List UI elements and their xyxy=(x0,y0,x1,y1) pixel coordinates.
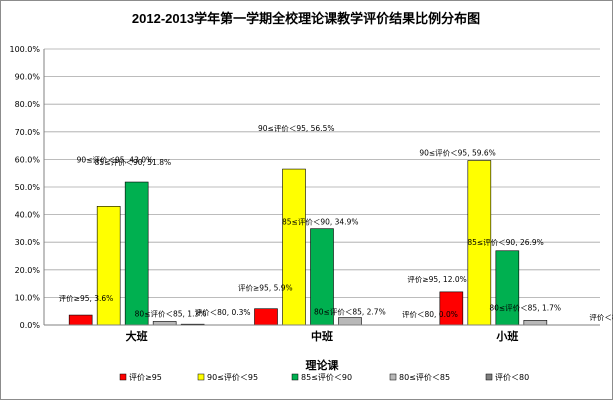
y-tick-label: 10.0% xyxy=(15,293,41,302)
legend-swatch xyxy=(291,373,299,381)
data-labels: 评价≥95, 3.6% 90≤评价＜95, 43.0%85≤评价＜90, 51.8… xyxy=(59,124,613,322)
y-tick-label: 20.0% xyxy=(15,266,41,275)
bar-2-2 xyxy=(282,168,306,326)
bar-3-3 xyxy=(495,250,520,326)
bar-1-2 xyxy=(254,308,278,326)
y-tick-label: 40.0% xyxy=(15,211,41,220)
y-tick-label: 0.0% xyxy=(20,321,41,330)
x-tick-label: 中班 xyxy=(311,329,333,343)
x-axis-title: 理论课 xyxy=(306,358,340,372)
data-label: 90≤评价＜95, 59.6% xyxy=(419,149,495,158)
y-tick-label: 90.0% xyxy=(15,73,41,82)
legend-swatch xyxy=(119,373,127,381)
data-label: 评价＜80, 0.3% xyxy=(195,308,251,317)
data-label: 评价＜80, 0.0% xyxy=(402,310,458,319)
y-tick-label: 70.0% xyxy=(15,128,41,137)
data-label: 85≤评价＜90, 34.9% xyxy=(282,218,358,227)
y-tick-label: 80.0% xyxy=(15,100,41,109)
bar-4-2 xyxy=(338,317,362,326)
data-label: 评价≥95, 12.0% xyxy=(407,275,466,284)
axes: 0.0% 10.0% 20.0% 30.0% 40.0% 50.0% 60.0% 70.0% 8… xyxy=(9,45,600,343)
data-label: 80≤评价＜85, 1.7% xyxy=(489,303,561,312)
data-label: 80≤评价＜85, 1.3% xyxy=(135,309,207,318)
bar-1-1 xyxy=(68,314,93,326)
legend-label: 85≤评价＜90 xyxy=(301,373,352,382)
data-label: 90≤评价＜95, 43.0% xyxy=(77,155,153,164)
data-label: 85≤评价＜90, 51.8% xyxy=(95,158,171,167)
data-label: 85≤评价＜90, 26.9% xyxy=(467,238,543,247)
legend-label: 80≤评价＜85 xyxy=(399,373,450,382)
bar-3-1 xyxy=(124,181,149,326)
y-tick-label: 100.0% xyxy=(9,45,40,54)
chart-title: 2012-2013学年第一学期全校理论课教学评价结果比例分布图 xyxy=(132,11,480,26)
legend: 评价≥95 90≤评价＜95 85≤评价＜90 80≤评价＜85 评价＜80 xyxy=(119,373,529,382)
y-tick-label: 60.0% xyxy=(15,155,41,164)
legend-swatch xyxy=(197,373,205,381)
legend-label: 评价＜80 xyxy=(495,373,529,382)
data-label: 80≤评价＜85, 2.7% xyxy=(314,308,386,317)
data-label: 评价＜80, 0.0% xyxy=(589,313,613,322)
x-tick-label: 大班 xyxy=(126,329,148,343)
y-tick-label: 50.0% xyxy=(15,183,41,192)
legend-label: 90≤评价＜95 xyxy=(207,373,258,382)
data-label: 90≤评价＜95, 56.5% xyxy=(258,124,334,133)
bar-4-3 xyxy=(523,320,548,326)
legend-swatch xyxy=(485,373,493,381)
legend-label: 评价≥95 xyxy=(129,373,162,382)
bar-1-3 xyxy=(439,291,464,326)
legend-swatch xyxy=(389,373,397,381)
bars xyxy=(68,160,576,326)
data-label: 评价≥95, 3.6% xyxy=(59,294,114,303)
x-tick-label: 小班 xyxy=(495,329,518,343)
bar-2-1 xyxy=(96,206,121,326)
y-tick-label: 30.0% xyxy=(15,238,41,247)
data-label: 评价≥95, 5.9% xyxy=(238,284,293,293)
bar-4-1 xyxy=(152,321,177,326)
